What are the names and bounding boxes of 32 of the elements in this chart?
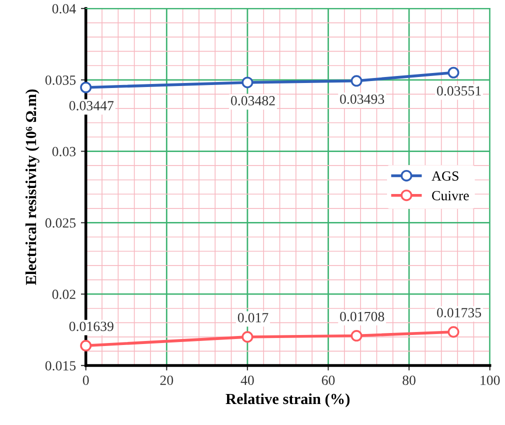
point: [242, 331, 254, 343]
x-tick-label: 60: [322, 376, 335, 385]
y-tick-label: 0.025: [45, 218, 76, 228]
y-tick-label: 0.02: [52, 290, 76, 300]
x-tick-label: 0: [82, 376, 89, 385]
data-label: 0.01639: [69, 322, 114, 332]
point: [80, 340, 92, 352]
legend-label: AGS: [432, 171, 458, 181]
x-tick-label: 80: [402, 376, 416, 385]
data-label: 0.03447: [69, 101, 114, 110]
point: [448, 66, 460, 78]
data-label: 0.03482: [230, 96, 275, 106]
x-axis-title: Relative strain (%): [226, 393, 350, 408]
data-label: 0.03493: [340, 94, 384, 104]
x-tick-label: 100: [480, 376, 500, 385]
point: [350, 330, 362, 342]
x-tick-label: 20: [160, 376, 174, 385]
legend-label: Cuivre: [432, 190, 469, 200]
data-label: 0.01735: [437, 308, 482, 318]
data-label: 0.017: [238, 312, 268, 322]
data-label: 0.03551: [437, 86, 481, 96]
x-tick-label: 40: [240, 376, 254, 385]
point: [242, 76, 254, 88]
point: [80, 82, 92, 94]
y-tick-label: 0.035: [45, 75, 76, 85]
y-tick-label: 0.015: [45, 361, 76, 371]
y-tick-label: 0.04: [52, 4, 76, 14]
y-tick-label: 0.03: [52, 146, 76, 156]
point: [350, 75, 362, 87]
y-axis-title: Electrical resistivity (10⁶ Ω.m): [25, 89, 40, 285]
data-label: 0.01708: [340, 312, 384, 322]
point: [448, 326, 460, 338]
